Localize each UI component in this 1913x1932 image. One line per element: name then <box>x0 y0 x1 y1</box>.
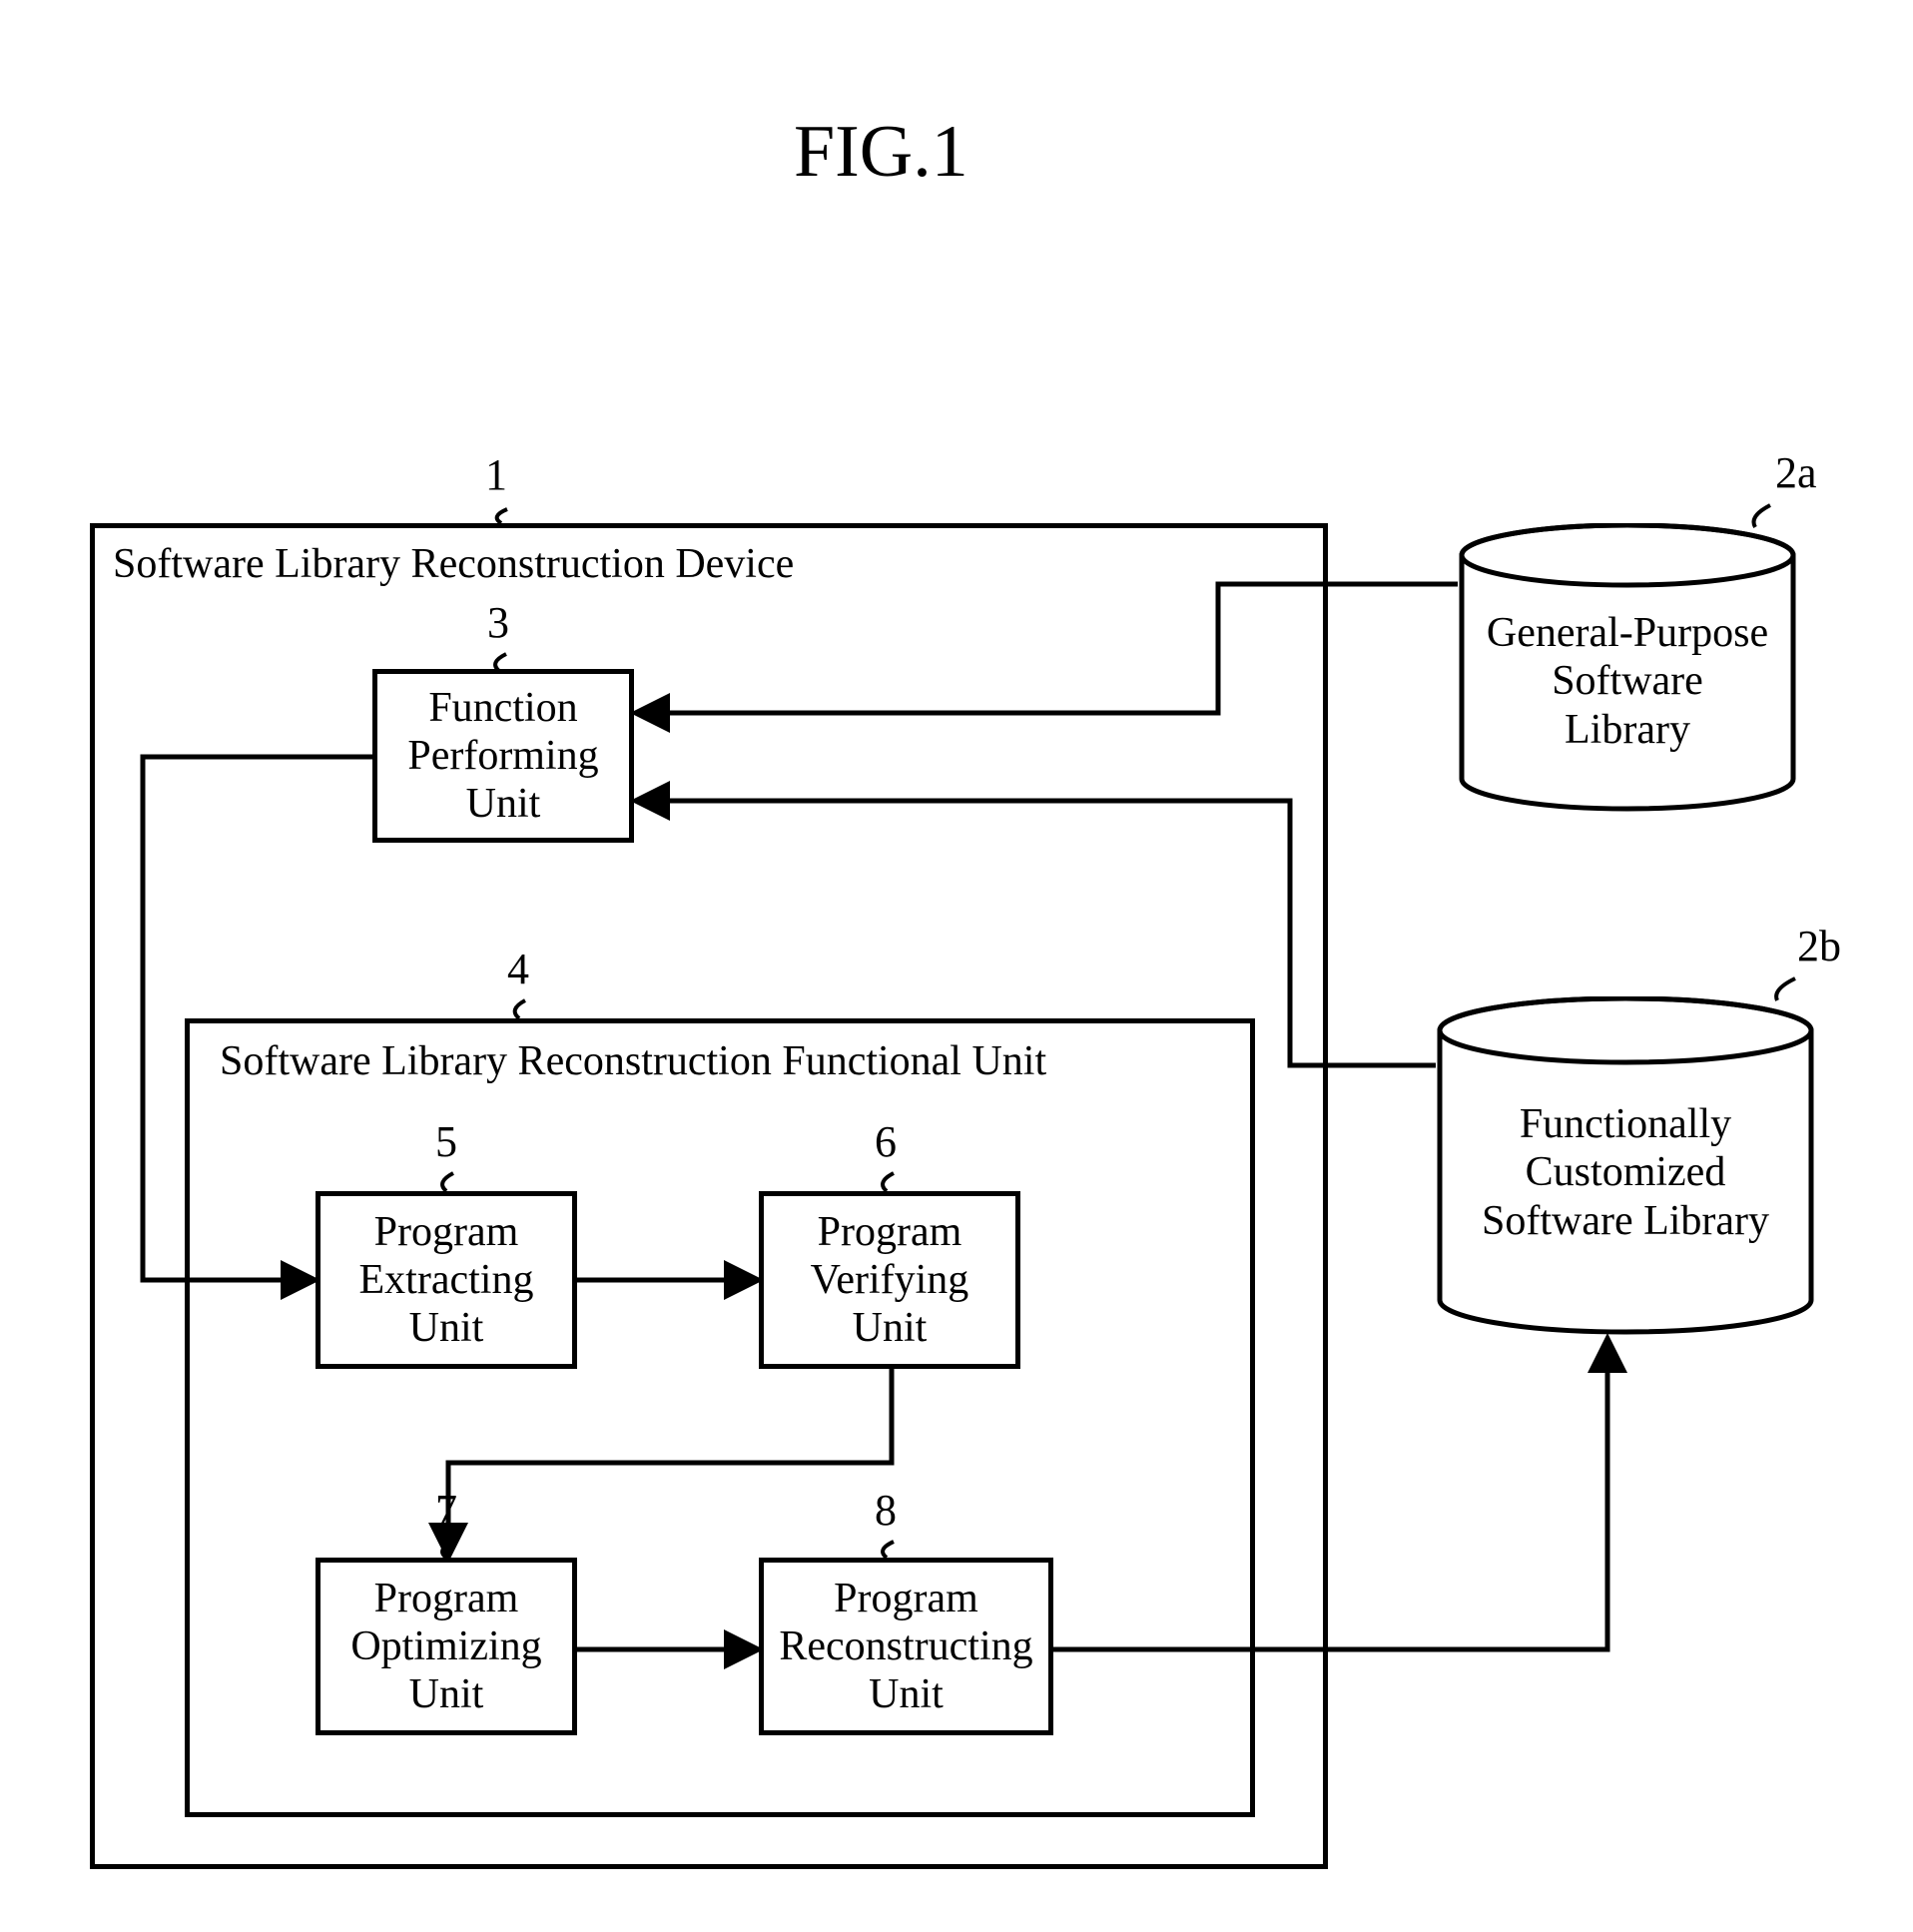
ref-7: 7 <box>435 1485 457 1536</box>
program-verifying-unit: ProgramVerifyingUnit <box>759 1191 1020 1369</box>
functionally-customized-library-cylinder: FunctionallyCustomizedSoftware Library <box>1436 996 1815 1336</box>
function-performing-unit-label: FunctionPerformingUnit <box>407 684 598 829</box>
inner-functional-unit-label: Software Library Reconstruction Function… <box>220 1037 1046 1085</box>
general-purpose-library-cylinder: General-PurposeSoftwareLibrary <box>1458 523 1797 813</box>
program-extracting-unit: ProgramExtractingUnit <box>316 1191 577 1369</box>
outer-device-label: Software Library Reconstruction Device <box>113 540 794 588</box>
ref-4: 4 <box>507 944 529 994</box>
general-purpose-library-label: General-PurposeSoftwareLibrary <box>1458 609 1797 754</box>
program-optimizing-unit-label: ProgramOptimizingUnit <box>350 1575 541 1719</box>
ref-3: 3 <box>487 597 509 648</box>
ref-2a: 2a <box>1775 447 1817 498</box>
program-reconstructing-unit-label: ProgramReconstructingUnit <box>779 1575 1032 1719</box>
diagram-canvas: FIG.1 Software Library Reconstruction De… <box>0 0 1913 1932</box>
program-optimizing-unit: ProgramOptimizingUnit <box>316 1558 577 1735</box>
ref-6: 6 <box>875 1116 897 1167</box>
functionally-customized-library-label: FunctionallyCustomizedSoftware Library <box>1436 1100 1815 1245</box>
figure-title: FIG.1 <box>794 110 968 195</box>
program-extracting-unit-label: ProgramExtractingUnit <box>359 1208 534 1353</box>
ref-5: 5 <box>435 1116 457 1167</box>
ref-8: 8 <box>875 1485 897 1536</box>
ref-1: 1 <box>485 449 507 500</box>
program-verifying-unit-label: ProgramVerifyingUnit <box>811 1208 969 1353</box>
ref-2b: 2b <box>1797 921 1841 971</box>
function-performing-unit: FunctionPerformingUnit <box>372 669 634 843</box>
program-reconstructing-unit: ProgramReconstructingUnit <box>759 1558 1053 1735</box>
